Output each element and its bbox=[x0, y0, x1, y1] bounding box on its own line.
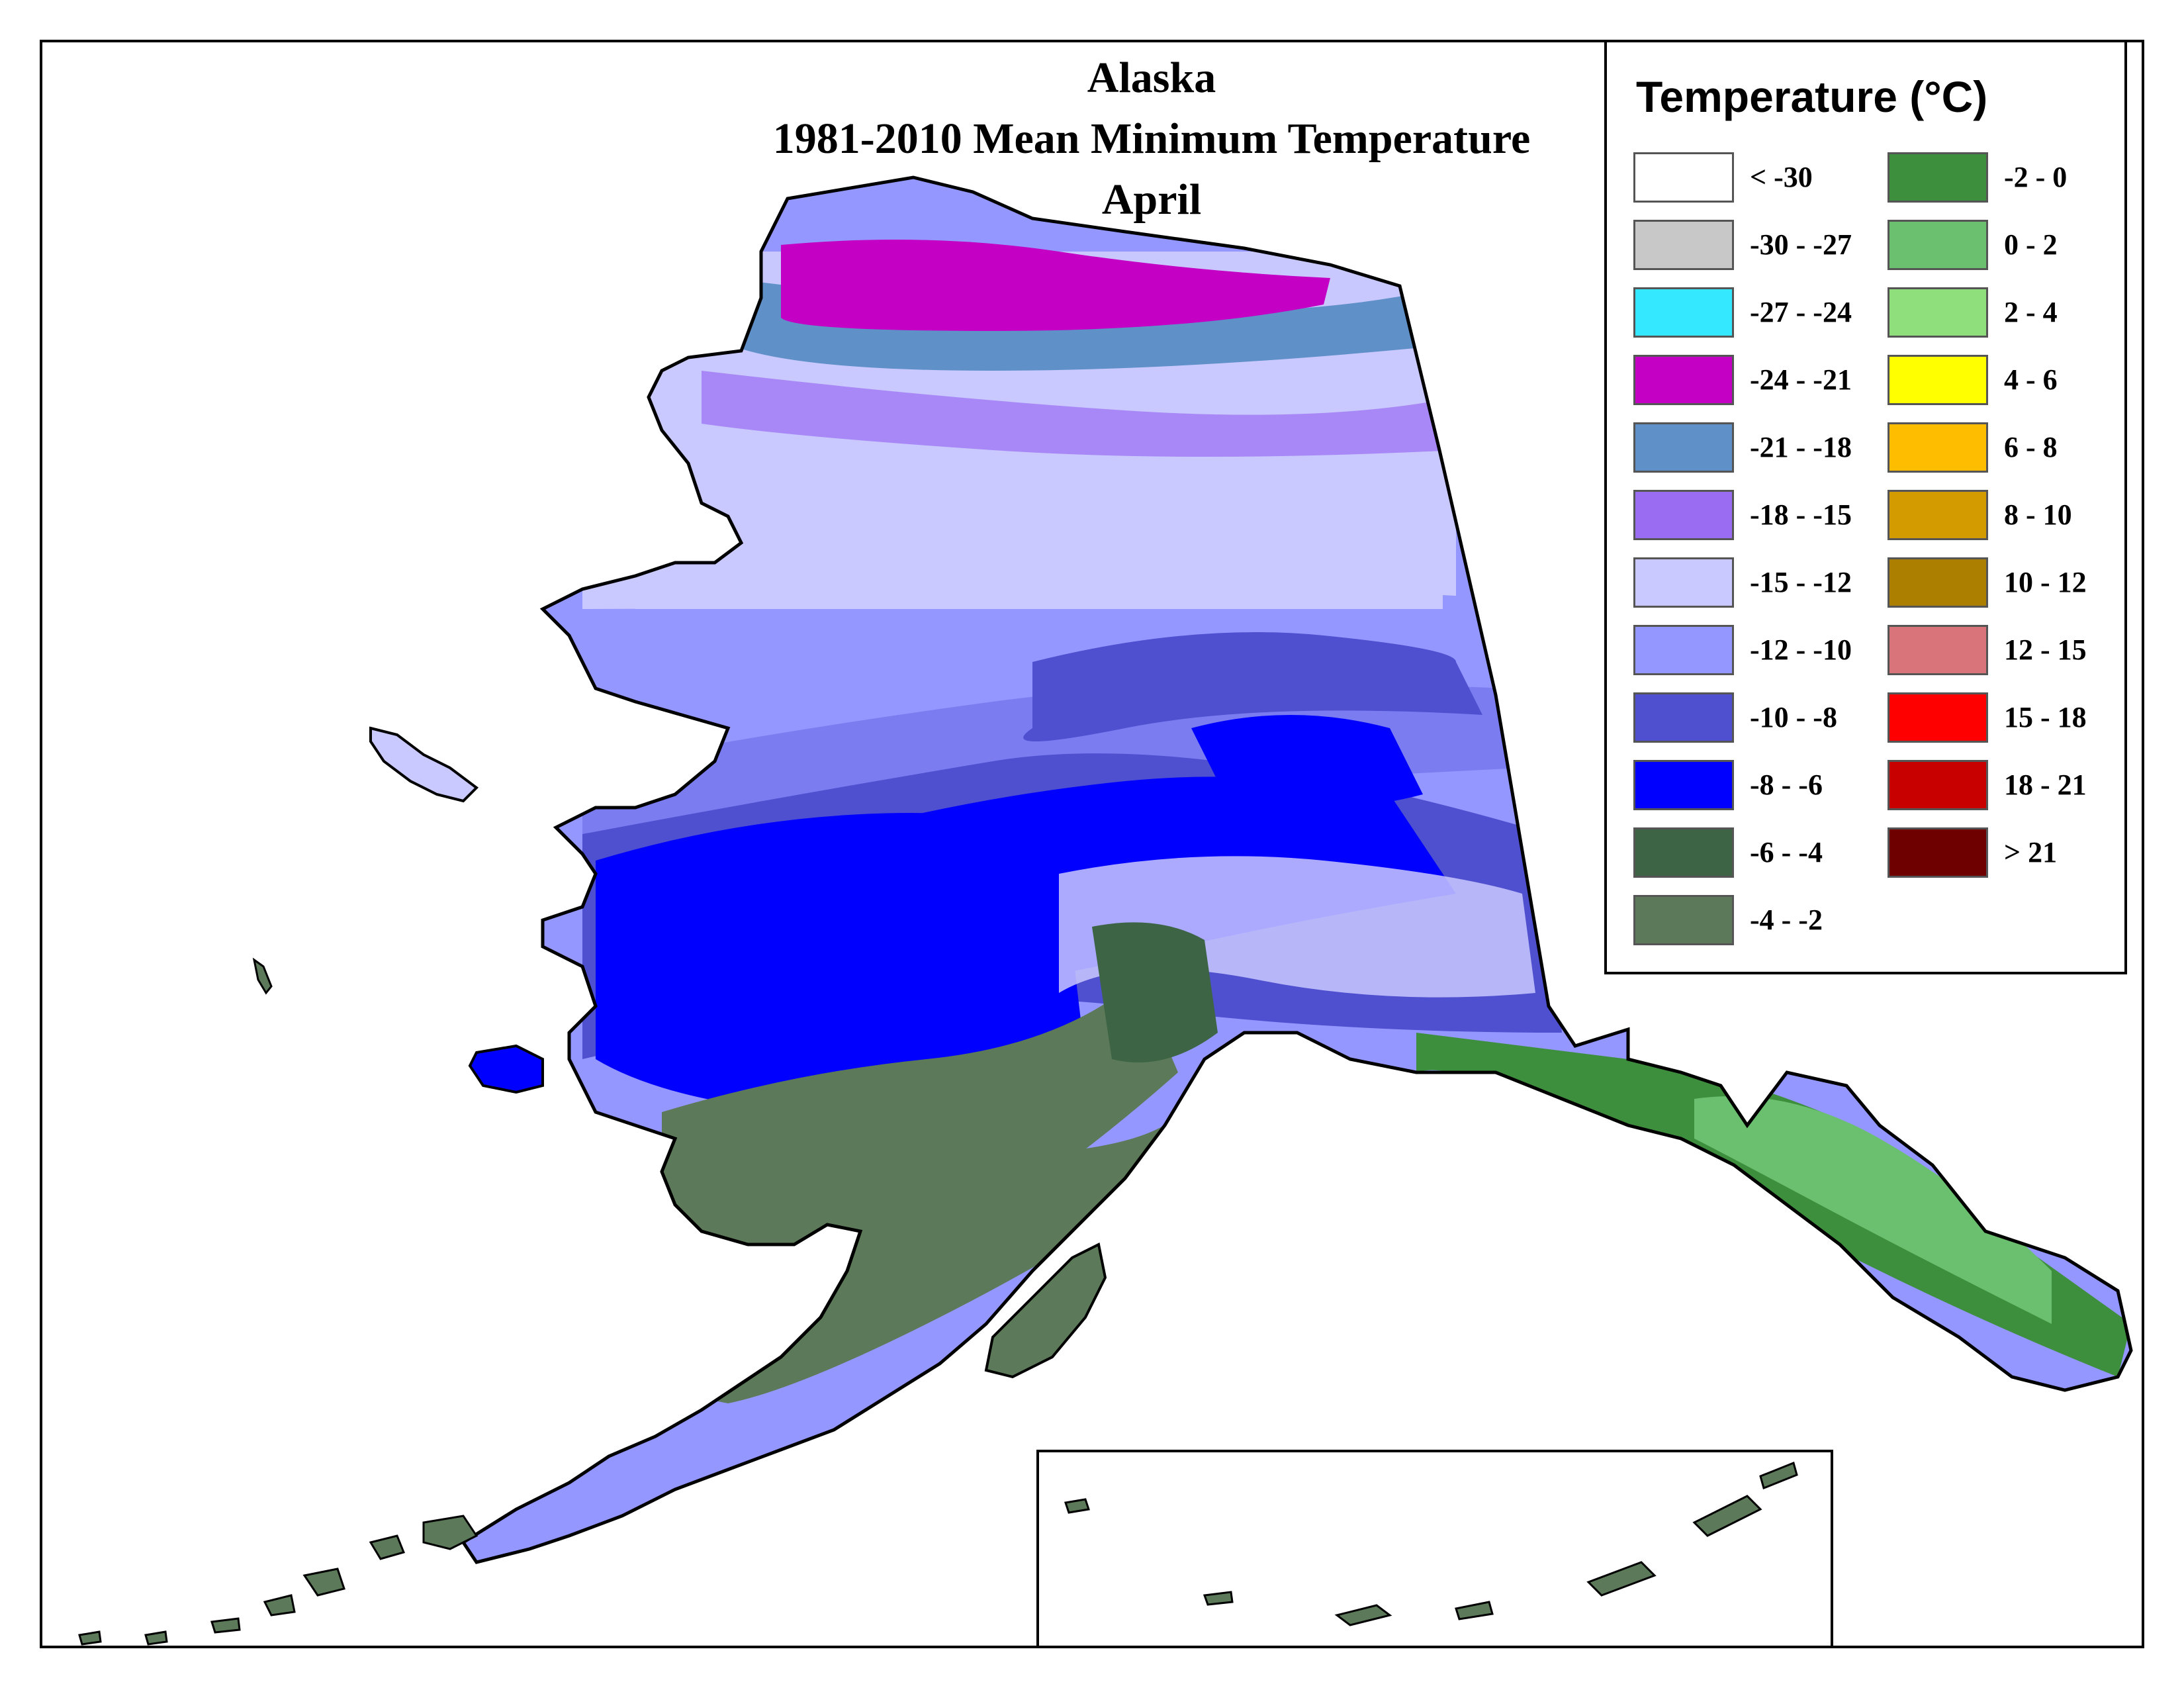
legend-item: -8 - -6 bbox=[1633, 760, 1872, 827]
title-line-3: April bbox=[1101, 175, 1202, 224]
aleutian-island-2 bbox=[369, 1534, 406, 1560]
legend-item: 4 - 6 bbox=[1888, 355, 2126, 422]
legend-item: 6 - 8 bbox=[1888, 422, 2126, 490]
aleutian-island-5 bbox=[210, 1617, 241, 1634]
legend-label: 4 - 6 bbox=[2004, 363, 2058, 396]
legend-item: 15 - 18 bbox=[1888, 692, 2126, 760]
inset-island-5 bbox=[1586, 1561, 1657, 1597]
legend-swatch bbox=[1888, 827, 1988, 878]
legend-item: -4 - -2 bbox=[1633, 895, 1872, 962]
title-line-2: 1981-2010 Mean Minimum Temperature bbox=[772, 115, 1531, 163]
legend-item: -18 - -15 bbox=[1633, 490, 1872, 557]
legend-swatch bbox=[1633, 220, 1734, 270]
legend-swatch bbox=[1888, 287, 1988, 338]
legend-swatch bbox=[1633, 490, 1734, 540]
legend-label: -24 - -21 bbox=[1750, 363, 1852, 396]
legend-item: < -30 bbox=[1633, 152, 1872, 220]
title-line-1: Alaska bbox=[1087, 54, 1216, 102]
legend-swatch bbox=[1633, 895, 1734, 945]
aleutian-inset-box bbox=[1036, 1450, 1833, 1648]
legend-swatch bbox=[1888, 422, 1988, 473]
legend-swatch bbox=[1633, 557, 1734, 608]
legend-label: -18 - -15 bbox=[1750, 498, 1852, 531]
legend-label: 6 - 8 bbox=[2004, 431, 2058, 463]
legend-item: -15 - -12 bbox=[1633, 557, 1872, 625]
legend-swatch bbox=[1633, 827, 1734, 878]
nunivak-island bbox=[468, 1044, 544, 1094]
legend-label: -10 - -8 bbox=[1750, 701, 1837, 733]
aleutian-island-3 bbox=[302, 1568, 345, 1597]
legend-swatch bbox=[1633, 625, 1734, 675]
st-lawrence-island bbox=[369, 726, 479, 803]
legend-swatch bbox=[1633, 760, 1734, 810]
legend-item: -2 - 0 bbox=[1888, 152, 2126, 220]
legend-swatch bbox=[1633, 355, 1734, 405]
legend-item: -10 - -8 bbox=[1633, 692, 1872, 760]
inset-island-2 bbox=[1203, 1591, 1234, 1606]
inset-island-1 bbox=[1064, 1498, 1090, 1514]
aleutian-island-1 bbox=[422, 1515, 478, 1550]
legend-label: -27 - -24 bbox=[1750, 296, 1852, 328]
legend-swatch bbox=[1888, 557, 1988, 608]
legend-label: -12 - -10 bbox=[1750, 633, 1852, 666]
inset-island-4 bbox=[1455, 1601, 1494, 1620]
legend-swatch bbox=[1633, 152, 1734, 203]
aleutian-island-6 bbox=[144, 1630, 168, 1646]
legend-column-1: < -30 -30 - -27 -27 - -24 -24 - -21 -21 - -1… bbox=[1633, 152, 1872, 962]
legend-item: 18 - 21 bbox=[1888, 760, 2126, 827]
legend-label: > 21 bbox=[2004, 836, 2058, 868]
legend-swatch bbox=[1888, 760, 1988, 810]
legend-swatch bbox=[1888, 692, 1988, 743]
legend-item: 8 - 10 bbox=[1888, 490, 2126, 557]
legend-swatch bbox=[1888, 490, 1988, 540]
temperature-legend: Temperature (°C) < -30 -30 - -27 -27 - -24… bbox=[1604, 40, 2127, 974]
legend-item: -12 - -10 bbox=[1633, 625, 1872, 692]
st-matthew-island bbox=[252, 957, 273, 995]
legend-swatch bbox=[1888, 625, 1988, 675]
temperature-bands bbox=[543, 240, 2131, 1403]
legend-item: -24 - -21 bbox=[1633, 355, 1872, 422]
legend-item: -27 - -24 bbox=[1633, 287, 1872, 355]
legend-title: Temperature (°C) bbox=[1636, 72, 1988, 121]
map-title: Alaska 1981-2010 Mean Minimum Temperatur… bbox=[688, 48, 1615, 230]
aleutian-island-4 bbox=[263, 1594, 296, 1617]
legend-item: 10 - 12 bbox=[1888, 557, 2126, 625]
legend-item: > 21 bbox=[1888, 827, 2126, 895]
legend-item: -21 - -18 bbox=[1633, 422, 1872, 490]
legend-label: < -30 bbox=[1750, 161, 1813, 193]
legend-item: -30 - -27 bbox=[1633, 220, 1872, 287]
legend-label: 15 - 18 bbox=[2004, 701, 2087, 733]
legend-label: -15 - -12 bbox=[1750, 566, 1852, 598]
legend-label: 2 - 4 bbox=[2004, 296, 2058, 328]
legend-column-2: -2 - 0 0 - 2 2 - 4 4 - 6 6 - 8 8 - 10 10 - 12 1… bbox=[1888, 152, 2126, 895]
legend-swatch bbox=[1633, 422, 1734, 473]
legend-item: -6 - -4 bbox=[1633, 827, 1872, 895]
kodiak-island bbox=[984, 1243, 1107, 1379]
legend-swatch bbox=[1888, 220, 1988, 270]
legend-label: 12 - 15 bbox=[2004, 633, 2087, 666]
legend-label: 8 - 10 bbox=[2004, 498, 2072, 531]
legend-label: -21 - -18 bbox=[1750, 431, 1852, 463]
legend-label: -6 - -4 bbox=[1750, 836, 1823, 868]
legend-label: 10 - 12 bbox=[2004, 566, 2087, 598]
inset-island-7 bbox=[1759, 1461, 1798, 1490]
legend-label: -4 - -2 bbox=[1750, 904, 1823, 936]
legend-item: 12 - 15 bbox=[1888, 625, 2126, 692]
inset-island-6 bbox=[1692, 1495, 1762, 1537]
inset-island-3 bbox=[1334, 1604, 1392, 1626]
legend-swatch bbox=[1888, 152, 1988, 203]
legend-swatch bbox=[1633, 692, 1734, 743]
legend-label: 0 - 2 bbox=[2004, 228, 2058, 261]
legend-item: 0 - 2 bbox=[1888, 220, 2126, 287]
legend-item: 2 - 4 bbox=[1888, 287, 2126, 355]
legend-label: -8 - -6 bbox=[1750, 769, 1823, 801]
aleutian-island-7 bbox=[78, 1630, 102, 1646]
legend-label: -2 - 0 bbox=[2004, 161, 2068, 193]
legend-label: -30 - -27 bbox=[1750, 228, 1852, 261]
legend-swatch bbox=[1888, 355, 1988, 405]
legend-swatch bbox=[1633, 287, 1734, 338]
legend-label: 18 - 21 bbox=[2004, 769, 2087, 801]
